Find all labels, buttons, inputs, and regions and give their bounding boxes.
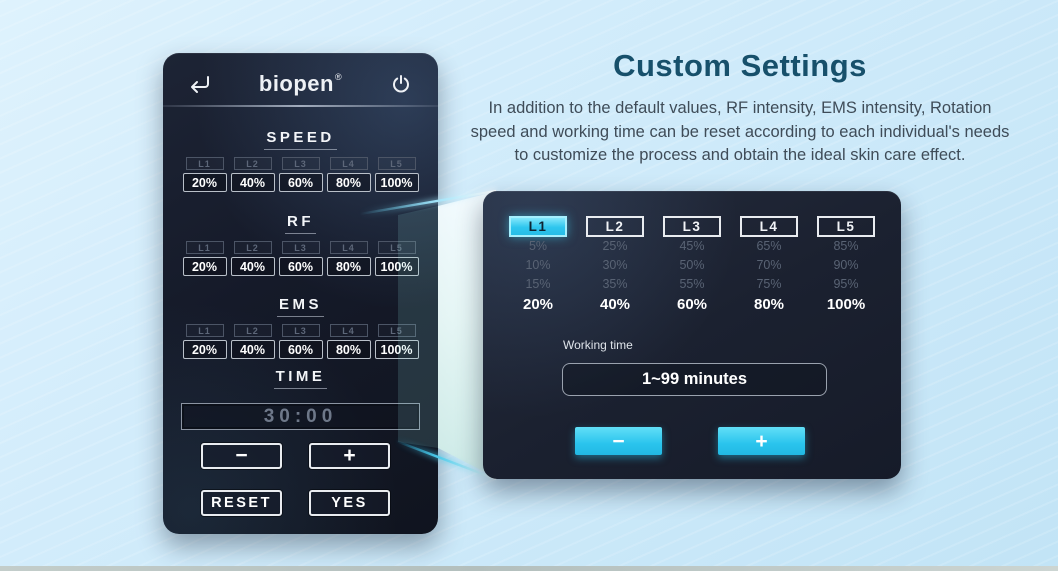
level-label: L4 [329,157,368,170]
time-minus-button[interactable]: − [201,443,282,469]
level-value[interactable]: 20% [182,340,227,359]
section-speed: SPEED L1 20% L2 40% L3 60% L4 80% L5 100% [163,129,438,192]
level-label: L3 [281,241,320,254]
selected-step-value: 60% [676,296,708,313]
level-label: L1 [185,157,224,170]
level-value[interactable]: 20% [182,173,227,192]
level-column-l2: L2 25% 30% 35% 40% [586,216,644,315]
level-value[interactable]: 100% [374,340,419,359]
level-value[interactable]: 60% [278,257,323,276]
page-title: Custom Settings [613,48,867,83]
time-plus-button[interactable]: + [309,443,390,469]
section-rf: RF L1 20% L2 40% L3 60% L4 80% L5 100% [163,213,438,276]
header-divider [163,105,438,107]
tab-l4[interactable]: L4 [740,216,798,237]
level-label: L3 [281,324,320,337]
level-value[interactable]: 80% [326,340,371,359]
level-columns: L1 5% 10% 15% 20% L2 25% 30% 35% 40% L3 … [483,216,901,315]
step-value: 35% [602,277,628,291]
step-value: 85% [833,239,859,253]
level-value[interactable]: 40% [230,173,275,192]
step-value: 70% [756,258,782,272]
device-header: biopen ® [163,65,438,103]
step-value: 45% [679,239,705,253]
level-label: L4 [329,241,368,254]
level-label: L1 [185,324,224,337]
section-ems: EMS L1 20% L2 40% L3 60% L4 80% L5 100% [163,296,438,359]
step-value: 50% [679,258,705,272]
step-value: 15% [525,277,551,291]
power-icon[interactable] [388,71,414,97]
level-label: L5 [377,324,416,337]
yes-button[interactable]: YES [309,490,390,516]
step-value: 10% [525,258,551,272]
level-value[interactable]: 40% [230,257,275,276]
level-value[interactable]: 80% [326,173,371,192]
step-value: 5% [528,239,548,253]
step-value: 65% [756,239,782,253]
device-screen: biopen ® SPEED L1 20% L2 40% L3 60% L4 80% L5… [163,53,438,534]
level-label: L5 [377,157,416,170]
working-time-input[interactable]: 1~99 minutes [562,363,827,396]
level-column-l5: L5 85% 90% 95% 100% [817,216,875,315]
level-value[interactable]: 20% [182,257,227,276]
bottom-edge-divider [0,566,1058,571]
level-column-l3: L3 45% 50% 55% 60% [663,216,721,315]
level-label: L2 [233,241,272,254]
section-title: SPEED [264,129,337,150]
level-value[interactable]: 80% [326,257,371,276]
detail-plus-button[interactable]: + [718,427,805,455]
step-value: 30% [602,258,628,272]
tab-l2[interactable]: L2 [586,216,644,237]
custom-settings-header: Custom Settings In addition to the defau… [470,48,1010,168]
tab-l1[interactable]: L1 [509,216,567,237]
page-description: In addition to the default values, RF in… [470,99,1010,164]
section-title: TIME [273,368,328,389]
level-label: L1 [185,241,224,254]
tab-l5[interactable]: L5 [817,216,875,237]
brand-logo: biopen ® [258,71,343,96]
working-time-label: Working time [563,338,633,352]
level-value[interactable]: 40% [230,340,275,359]
step-value: 55% [679,277,705,291]
return-arrow-icon[interactable] [187,71,213,97]
step-value: 75% [756,277,782,291]
custom-settings-panel: L1 5% 10% 15% 20% L2 25% 30% 35% 40% L3 … [483,191,901,479]
level-value[interactable]: 100% [374,173,419,192]
level-column-l4: L4 65% 70% 75% 80% [740,216,798,315]
level-value[interactable]: 60% [278,173,323,192]
time-display: 30:00 [181,403,420,430]
section-time: TIME [163,368,438,389]
selected-step-value: 40% [599,296,631,313]
selected-step-value: 80% [753,296,785,313]
step-value: 90% [833,258,859,272]
step-value: 95% [833,277,859,291]
section-title: RF [285,213,316,234]
selected-step-value: 100% [826,296,866,313]
detail-minus-button[interactable]: − [575,427,662,455]
level-label: L4 [329,324,368,337]
level-label: L5 [377,241,416,254]
level-label: L2 [233,324,272,337]
tab-l3[interactable]: L3 [663,216,721,237]
level-label: L3 [281,157,320,170]
step-value: 25% [602,239,628,253]
section-title: EMS [276,296,324,317]
selected-step-value: 20% [522,296,554,313]
level-value[interactable]: 100% [374,257,419,276]
level-column-l1: L1 5% 10% 15% 20% [509,216,567,315]
reset-button[interactable]: RESET [201,490,282,516]
level-label: L2 [233,157,272,170]
level-value[interactable]: 60% [278,340,323,359]
